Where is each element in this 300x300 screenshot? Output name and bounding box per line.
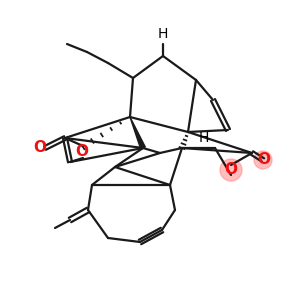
Text: H: H — [199, 131, 209, 145]
Text: O: O — [257, 152, 271, 167]
Circle shape — [220, 159, 242, 181]
Text: O: O — [224, 163, 238, 178]
Circle shape — [254, 151, 272, 169]
Text: H: H — [158, 27, 168, 41]
Text: O: O — [76, 143, 88, 158]
Text: O: O — [34, 140, 46, 154]
Polygon shape — [130, 117, 145, 149]
